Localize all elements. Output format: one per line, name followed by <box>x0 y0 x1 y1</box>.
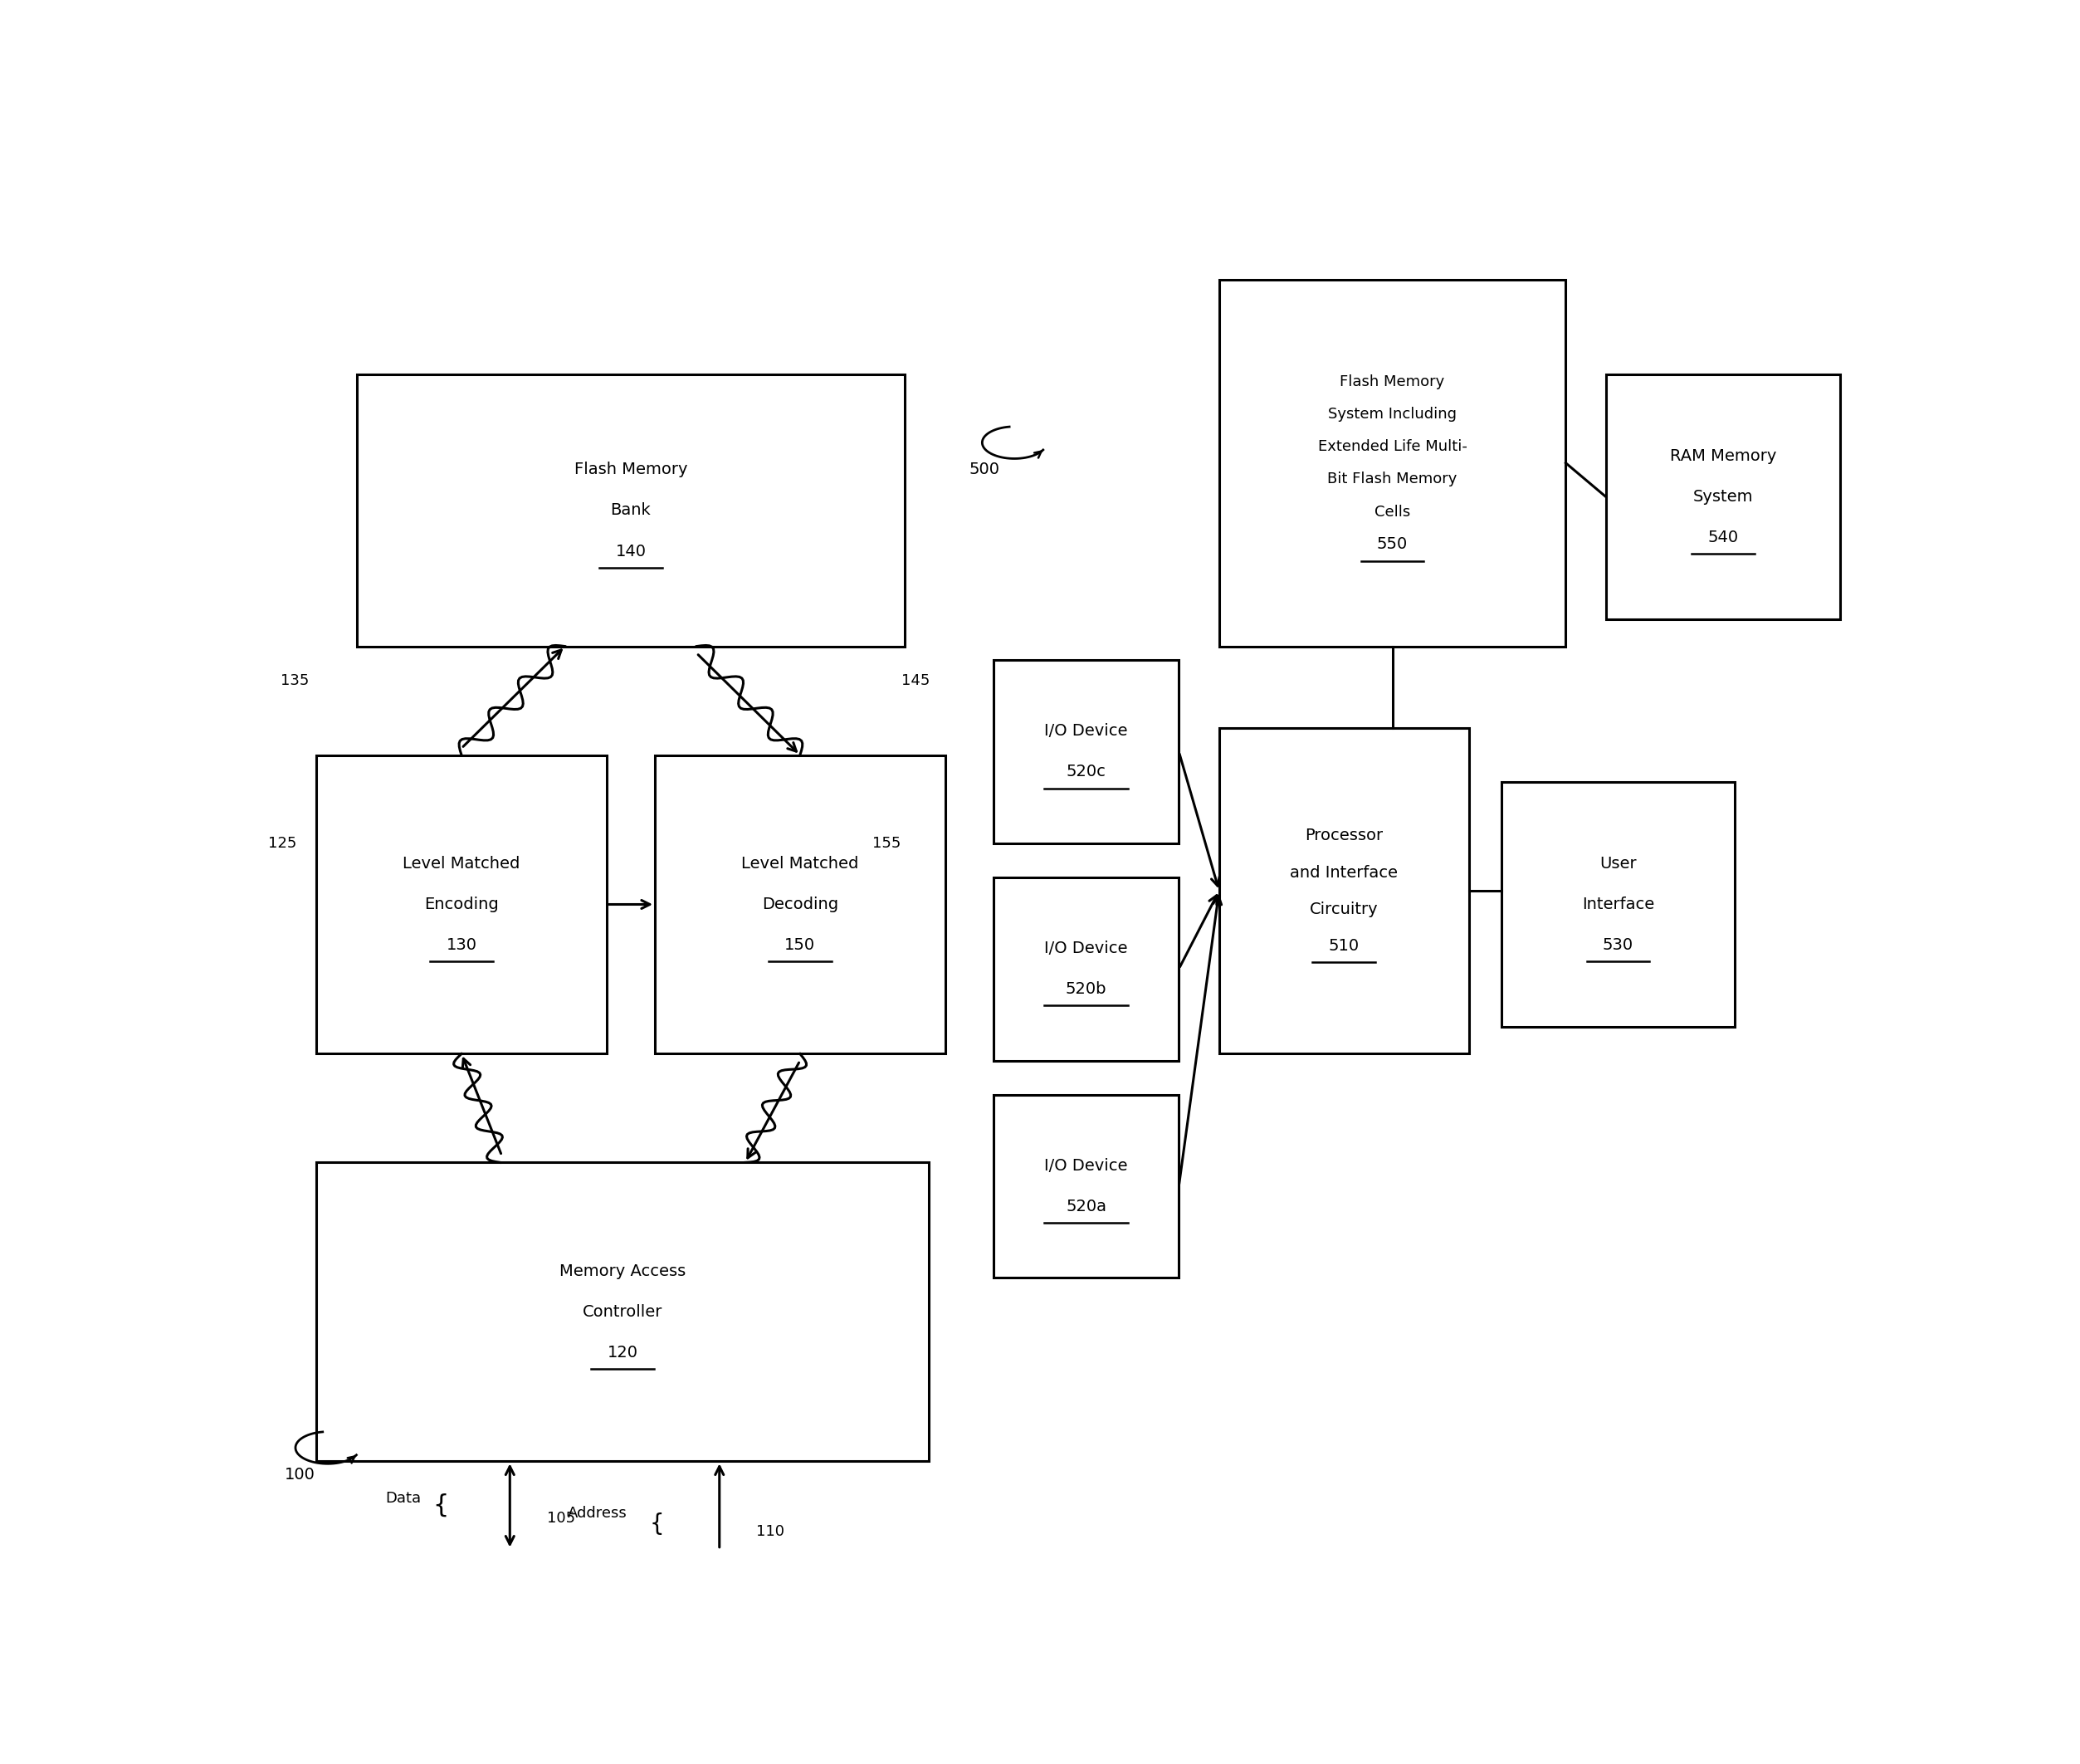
Text: 145: 145 <box>901 672 930 688</box>
Text: 510: 510 <box>1329 938 1360 954</box>
Text: 135: 135 <box>281 672 310 688</box>
Text: 530: 530 <box>1604 937 1633 953</box>
Text: 100: 100 <box>285 1468 314 1484</box>
Text: 520c: 520c <box>1067 764 1107 780</box>
Text: 155: 155 <box>874 836 901 850</box>
Text: Data: Data <box>385 1491 420 1505</box>
Text: Address: Address <box>568 1505 628 1521</box>
Text: Interface: Interface <box>1583 896 1654 912</box>
Text: Fig. 5: Fig. 5 <box>1670 961 1735 984</box>
Bar <box>994 1094 1179 1277</box>
Bar <box>994 660 1179 843</box>
Bar <box>994 877 1179 1060</box>
Text: 110: 110 <box>757 1524 784 1540</box>
Text: Bit Flash Memory: Bit Flash Memory <box>1327 471 1458 487</box>
Text: Bank: Bank <box>612 503 651 519</box>
Text: Controller: Controller <box>582 1304 664 1319</box>
Text: Level Matched: Level Matched <box>404 856 520 871</box>
Bar <box>1219 729 1468 1053</box>
Bar <box>316 1162 930 1461</box>
Bar <box>1502 781 1735 1027</box>
Text: Encoding: Encoding <box>424 896 499 912</box>
Text: I/O Device: I/O Device <box>1044 1157 1127 1173</box>
Text: Processor: Processor <box>1304 827 1383 843</box>
Text: Level Matched: Level Matched <box>740 856 859 871</box>
Text: Cells: Cells <box>1375 505 1410 519</box>
Text: Flash Memory: Flash Memory <box>1340 374 1446 388</box>
Text: 105: 105 <box>547 1512 576 1526</box>
Text: Memory Access: Memory Access <box>560 1263 686 1279</box>
Text: and Interface: and Interface <box>1290 864 1398 880</box>
Text: RAM Memory: RAM Memory <box>1670 448 1776 464</box>
Text: Extended Life Multi-: Extended Life Multi- <box>1319 439 1466 453</box>
Text: Decoding: Decoding <box>761 896 838 912</box>
Text: 550: 550 <box>1377 536 1408 552</box>
Text: {: { <box>649 1512 664 1535</box>
Text: I/O Device: I/O Device <box>1044 940 1127 956</box>
Text: 130: 130 <box>445 937 476 953</box>
Text: Circuitry: Circuitry <box>1310 901 1379 917</box>
Text: 125: 125 <box>268 836 297 850</box>
Text: {: { <box>433 1492 449 1517</box>
Text: 540: 540 <box>1708 529 1739 545</box>
Bar <box>655 755 944 1053</box>
Text: 150: 150 <box>784 937 815 953</box>
Text: 520a: 520a <box>1065 1200 1107 1214</box>
Text: System Including: System Including <box>1329 406 1456 422</box>
Text: User: User <box>1600 856 1637 871</box>
Bar <box>358 374 905 646</box>
Text: Flash Memory: Flash Memory <box>574 462 686 478</box>
Text: 500: 500 <box>969 462 1000 478</box>
Text: System: System <box>1693 489 1753 505</box>
Text: 140: 140 <box>616 543 647 559</box>
Bar <box>1606 374 1839 619</box>
Text: Fig. 1: Fig. 1 <box>849 961 913 984</box>
Text: I/O Device: I/O Device <box>1044 723 1127 739</box>
Bar <box>1219 279 1566 646</box>
Bar <box>316 755 607 1053</box>
Text: 120: 120 <box>607 1344 639 1360</box>
Text: 520b: 520b <box>1065 981 1107 997</box>
